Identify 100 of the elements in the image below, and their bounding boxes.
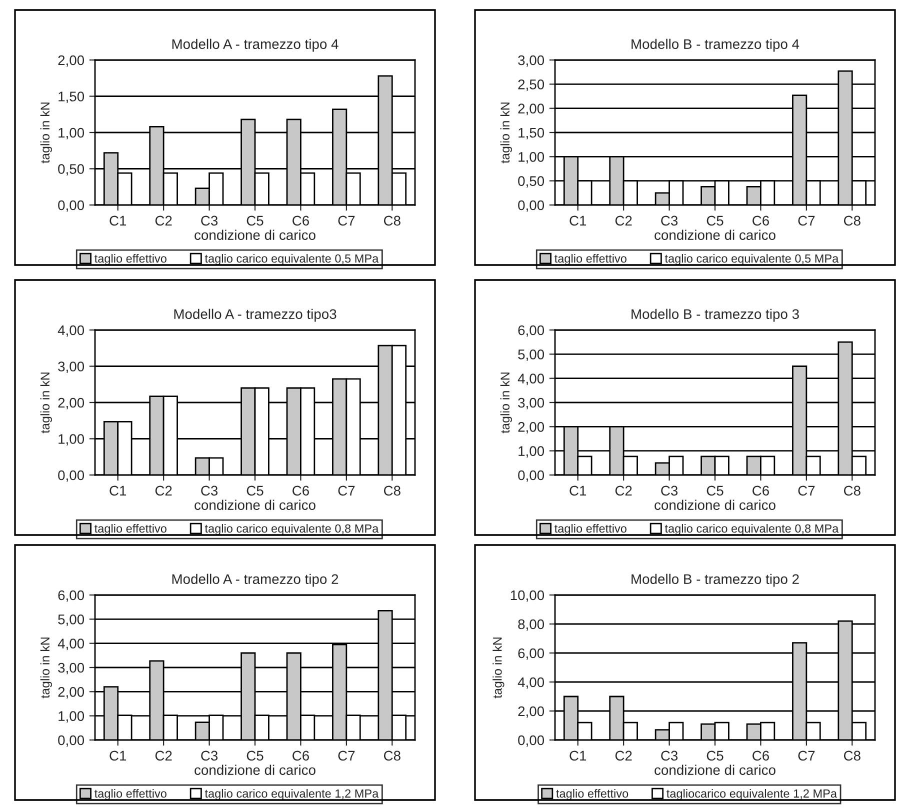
y-tick-label: 1,00	[58, 434, 84, 446]
chart-title: Modello A - tramezzo tipo 4	[172, 38, 338, 52]
x-tick-label: C3	[661, 216, 678, 226]
chart-title: Modello B - tramezzo tipo 2	[632, 574, 799, 587]
x-tick-label: C1	[570, 216, 586, 226]
y-axis-title: taglio in kN	[40, 638, 52, 698]
x-tick-label: C6	[752, 750, 769, 761]
x-tick-label: C7	[798, 486, 815, 496]
y-tick-label: 1,00	[58, 711, 84, 723]
y-tick-label: 2,00	[518, 104, 544, 116]
y-tick-label: 6,00	[518, 648, 544, 660]
x-tick-label: C1	[570, 486, 586, 496]
y-tick-label: 4,00	[518, 374, 544, 386]
x-tick-label: C8	[384, 486, 400, 496]
x-tick-label: C2	[155, 216, 172, 226]
y-tick-label: 1,00	[518, 446, 544, 458]
x-tick-label: C1	[110, 216, 126, 226]
y-tick-label: 1,00	[58, 128, 84, 140]
x-tick-label: C8	[844, 750, 860, 761]
y-tick-label: 0,00	[518, 735, 544, 747]
legend-label: taglio carico equivalente 0,5 MPa	[204, 254, 379, 266]
x-tick-label: C1	[110, 486, 126, 496]
y-tick-label: 4,00	[58, 325, 84, 337]
legend-label: taglio effettivo	[94, 254, 166, 266]
x-tick-label: C2	[615, 216, 632, 226]
y-tick-label: 0,00	[518, 470, 544, 482]
y-tick-label: 0,50	[58, 164, 84, 176]
y-tick-label: 0,00	[58, 200, 84, 212]
x-axis-title: condizione di carico	[654, 230, 776, 240]
chart-title: Modello A - tramezzo tipo3	[174, 308, 336, 322]
x-tick-label: C7	[338, 750, 355, 761]
x-tick-label: C3	[201, 486, 218, 496]
x-tick-label: C3	[661, 486, 678, 496]
y-tick-label: 4,00	[518, 677, 544, 689]
legend-label: taglio effettivo	[94, 524, 166, 536]
x-tick-label: C7	[798, 216, 815, 226]
x-tick-label: C7	[338, 216, 355, 226]
legend-label: taglio carico equivalente 0,8 MPa	[664, 524, 839, 536]
x-tick-label: C5	[706, 486, 724, 496]
x-tick-label: C8	[844, 486, 860, 496]
y-tick-label: 6,00	[518, 325, 544, 337]
y-axis-title: taglio in kN	[500, 102, 512, 164]
x-tick-label: C5	[706, 216, 724, 226]
chart-title: Modello A - tramezzo tipo 2	[172, 574, 338, 587]
legend-label: taglio effettivo	[554, 524, 626, 536]
y-tick-label: 0,50	[518, 176, 544, 188]
x-tick-label: C6	[292, 750, 309, 761]
legend-label: taglio effettivo	[556, 789, 628, 800]
x-tick-label: C5	[246, 216, 264, 226]
y-tick-label: 1,50	[58, 92, 84, 104]
y-tick-label: 8,00	[518, 619, 544, 631]
x-tick-label: C2	[155, 486, 172, 496]
x-tick-label: C1	[570, 750, 586, 761]
x-tick-label: C8	[384, 750, 400, 761]
y-tick-label: 0,00	[58, 735, 84, 747]
x-tick-label: C6	[292, 486, 309, 496]
y-axis-title: taglio in kN	[40, 372, 52, 434]
x-tick-label: C7	[338, 486, 355, 496]
x-tick-label: C7	[798, 750, 815, 761]
y-tick-label: 4,00	[58, 638, 84, 650]
y-tick-label: 5,00	[58, 614, 84, 626]
x-axis-title: condizione di carico	[194, 764, 316, 775]
x-axis-title: condizione di carico	[654, 500, 776, 510]
y-tick-label: 5,00	[518, 350, 544, 361]
y-tick-label: 2,00	[58, 687, 84, 698]
y-tick-label: 3,00	[518, 55, 544, 67]
x-tick-label: C8	[384, 216, 400, 226]
chart-title: Modello B - tramezzo tipo 3	[632, 308, 799, 322]
y-tick-label: 0,00	[518, 200, 544, 212]
y-tick-label: 3,00	[58, 362, 84, 374]
x-tick-label: C5	[246, 750, 264, 761]
x-axis-title: condizione di carico	[194, 500, 316, 510]
x-tick-label: C2	[615, 486, 632, 496]
legend-label: taglio carico equivalente 0,5 MPa	[664, 254, 839, 266]
x-tick-label: C5	[246, 486, 264, 496]
y-tick-label: 2,00	[518, 422, 544, 434]
y-tick-label: 10,00	[510, 590, 544, 602]
y-axis-title: taglio in kN	[40, 102, 52, 164]
y-tick-label: 2,00	[58, 398, 84, 410]
y-tick-label: 1,50	[518, 128, 544, 140]
legend-label: taglio effettivo	[94, 789, 166, 800]
x-tick-label: C6	[292, 216, 309, 226]
y-tick-label: 2,00	[518, 706, 544, 718]
x-tick-label: C3	[201, 750, 218, 761]
y-tick-label: 3,00	[518, 398, 544, 410]
y-tick-label: 2,00	[58, 55, 84, 67]
legend-label: tagliocarico equivalente 1,2 MPa	[666, 789, 838, 800]
x-tick-label: C6	[752, 486, 769, 496]
x-axis-title: condizione di carico	[654, 764, 776, 775]
y-tick-label: 2,50	[518, 80, 544, 91]
x-tick-label: C6	[752, 216, 769, 226]
chart-title: Modello B - tramezzo tipo 4	[632, 38, 800, 52]
y-tick-label: 0,00	[58, 470, 84, 482]
x-tick-label: C2	[615, 750, 632, 761]
x-tick-label: C5	[706, 750, 724, 761]
y-axis-title: taglio in kN	[492, 638, 504, 698]
x-tick-label: C1	[110, 750, 126, 761]
x-tick-label: C3	[661, 750, 678, 761]
x-tick-label: C2	[155, 750, 172, 761]
legend-label: taglio effettivo	[554, 254, 626, 266]
